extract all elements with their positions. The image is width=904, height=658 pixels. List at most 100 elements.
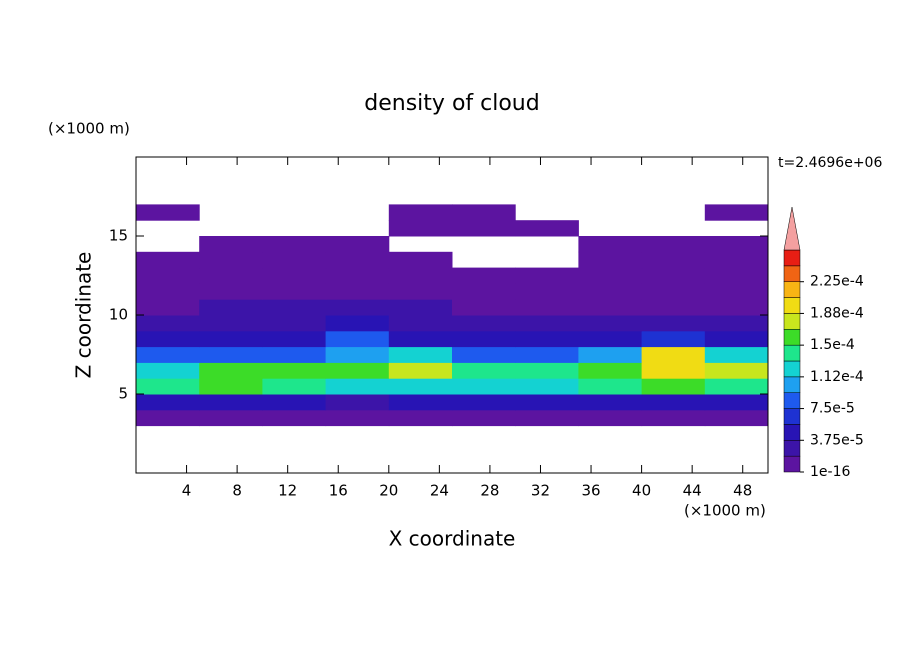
contour-cell [578, 362, 643, 379]
colorbar-box [783, 249, 801, 267]
contour-cell [136, 378, 200, 395]
contour-cell [262, 330, 327, 348]
contour-cell [578, 346, 643, 363]
contour-cell [325, 346, 390, 363]
contour-cell [388, 299, 453, 316]
contour-cell [388, 220, 453, 237]
colorbar-tick-label: 1e-16 [810, 464, 850, 480]
colorbar-extend [783, 206, 801, 251]
y-tick-label: 10 [109, 306, 128, 324]
contour-cell [452, 409, 516, 427]
contour-cell [704, 204, 769, 221]
contour-cell [199, 267, 263, 284]
contour-cell [515, 362, 579, 379]
contour-cell [199, 283, 263, 300]
contour-cell [136, 267, 200, 284]
contour-cell [136, 204, 200, 221]
contour-cell [452, 220, 516, 237]
contour-cell [199, 330, 263, 348]
contour-cell [578, 267, 643, 284]
contour-cell [199, 299, 263, 316]
contour-cell [136, 299, 200, 316]
x-tick-label: 24 [430, 482, 449, 500]
contour-cell [262, 346, 327, 363]
contour-cell [325, 267, 390, 284]
contour-cell [388, 204, 453, 221]
x-tick-label: 40 [632, 482, 651, 500]
contour-cell [262, 378, 327, 395]
contour-cell [388, 330, 453, 348]
time-label: t=2.4696e+06 [778, 155, 882, 171]
contour-cell [452, 283, 516, 300]
contour-cell [641, 283, 706, 300]
contour-cell [452, 394, 516, 411]
contour-cell [388, 267, 453, 284]
contour-cell [704, 283, 769, 300]
colorbar-tick-label: 1.88e-4 [810, 305, 864, 321]
x-tick-label: 12 [278, 482, 297, 500]
x-tick-label: 8 [232, 482, 242, 500]
contour-cell [199, 346, 263, 363]
contour-cell [515, 299, 579, 316]
contour-cell [262, 267, 327, 284]
contour-cell [325, 378, 390, 395]
contour-cell [325, 409, 390, 427]
colorbar-box [783, 360, 801, 378]
contour-cell [452, 299, 516, 316]
contour-cell [136, 394, 200, 411]
contour-cell [452, 378, 516, 395]
contour-cell [515, 409, 579, 427]
contour-cell [388, 378, 453, 395]
colorbar-box [783, 344, 801, 362]
colorbar-box [783, 392, 801, 409]
contour-cell [262, 236, 327, 253]
contour-cell [388, 346, 453, 363]
contour-cell [704, 315, 769, 332]
contour-cell [515, 330, 579, 348]
contour-cell [704, 409, 769, 427]
contour-cell [704, 378, 769, 395]
contour-cell [578, 251, 643, 269]
contour-cell [325, 362, 390, 379]
contour-cell [641, 267, 706, 284]
contour-cell [641, 330, 706, 348]
contour-cell [262, 283, 327, 300]
chart-title: density of cloud [364, 91, 539, 116]
contour-cell [452, 315, 516, 332]
colorbar-box [783, 424, 801, 441]
contour-cell [641, 251, 706, 269]
contour-cell [641, 378, 706, 395]
contour-cell [578, 394, 643, 411]
contour-cell [578, 378, 643, 395]
contour-cell [515, 267, 579, 284]
contour-cell [262, 251, 327, 269]
contour-cell [641, 409, 706, 427]
x-tick-label: 16 [329, 482, 348, 500]
contour-cell [452, 330, 516, 348]
contour-cell [262, 409, 327, 427]
contour-cell [641, 362, 706, 379]
colorbar-tick-label: 2.25e-4 [810, 274, 864, 290]
contour-cell [262, 362, 327, 379]
x-tick-label: 4 [182, 482, 192, 500]
contour-cell [641, 299, 706, 316]
contour-cell [641, 346, 706, 363]
contour-cell [641, 315, 706, 332]
colorbar-box [783, 329, 801, 346]
contour-cell [452, 267, 516, 284]
colorbar-tick-label: 1.5e-4 [810, 337, 855, 353]
contour-cell [325, 330, 390, 348]
contour-cell [704, 330, 769, 348]
contour-cell [199, 378, 263, 395]
x-tick-label: 36 [581, 482, 600, 500]
contour-cell [199, 236, 263, 253]
colorbar-box [783, 265, 801, 282]
x-unit: (×1000 m) [684, 502, 766, 520]
contour-cell [136, 409, 200, 427]
contour-cell [262, 299, 327, 316]
contour-cell [578, 236, 643, 253]
contour-cell [136, 346, 200, 363]
contour-cell [578, 409, 643, 427]
contour-cell [325, 299, 390, 316]
